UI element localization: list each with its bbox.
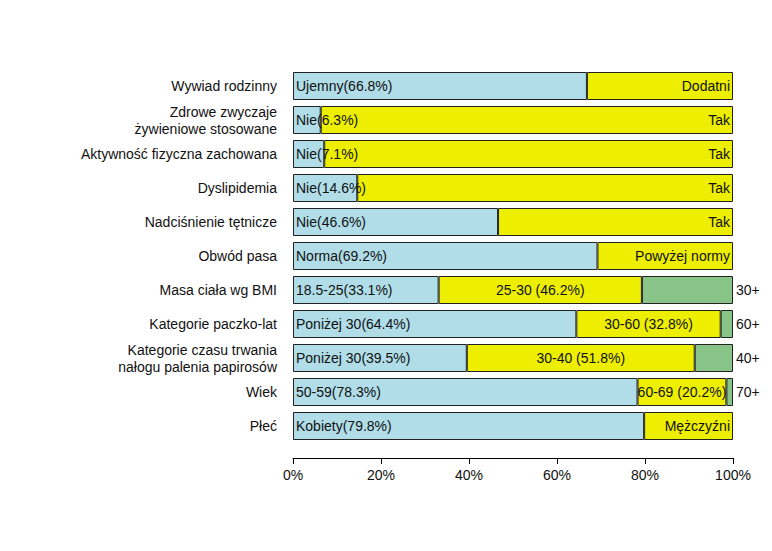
svg-text:Poniżej 30(39.5%): Poniżej 30(39.5%) xyxy=(296,350,410,366)
svg-text:Nie(46.6%): Nie(46.6%) xyxy=(296,214,366,230)
svg-text:Zdrowe zwyczaje: Zdrowe zwyczaje xyxy=(170,104,278,120)
svg-text:Poniżej 30(64.4%): Poniżej 30(64.4%) xyxy=(296,316,410,332)
svg-text:Obwód pasa: Obwód pasa xyxy=(198,248,277,264)
svg-text:Płeć: Płeć xyxy=(250,418,277,434)
svg-text:40%: 40% xyxy=(455,467,483,483)
svg-text:60-69 (20.2%): 60-69 (20.2%) xyxy=(638,384,727,400)
svg-text:18.5-25(33.1%): 18.5-25(33.1%) xyxy=(296,282,393,298)
svg-text:Powyżej normy: Powyżej normy xyxy=(635,248,730,264)
svg-text:Wiek: Wiek xyxy=(246,384,278,400)
svg-text:Mężczyźni: Mężczyźni xyxy=(665,418,730,434)
svg-text:25-30 (46.2%): 25-30 (46.2%) xyxy=(496,282,585,298)
svg-text:Tak: Tak xyxy=(708,180,731,196)
svg-text:0%: 0% xyxy=(283,467,303,483)
svg-text:Kategorie czasu trwania: Kategorie czasu trwania xyxy=(128,342,278,358)
svg-text:60+: 60+ xyxy=(736,316,760,332)
svg-text:40+: 40+ xyxy=(736,350,760,366)
svg-text:50-59(78.3%): 50-59(78.3%) xyxy=(296,384,381,400)
svg-text:Aktywność fizyczna zachowana: Aktywność fizyczna zachowana xyxy=(81,146,277,162)
svg-text:Norma(69.2%): Norma(69.2%) xyxy=(296,248,387,264)
svg-text:Nie(7.1%): Nie(7.1%) xyxy=(296,146,358,162)
svg-text:Tak: Tak xyxy=(708,146,731,162)
svg-text:100%: 100% xyxy=(715,467,751,483)
svg-text:30-40 (51.8%): 30-40 (51.8%) xyxy=(536,350,625,366)
svg-text:Dodatni: Dodatni xyxy=(682,78,730,94)
svg-text:nałogu palenia papirosów: nałogu palenia papirosów xyxy=(118,359,278,375)
svg-text:30-60 (32.8%): 30-60 (32.8%) xyxy=(604,316,693,332)
svg-text:Nie(6.3%): Nie(6.3%) xyxy=(296,112,358,128)
svg-text:20%: 20% xyxy=(367,467,395,483)
svg-text:Kobiety(79.8%): Kobiety(79.8%) xyxy=(296,418,392,434)
svg-text:żywieniowe stosowane: żywieniowe stosowane xyxy=(135,121,278,137)
svg-text:Tak: Tak xyxy=(708,112,731,128)
svg-text:80%: 80% xyxy=(631,467,659,483)
svg-text:Kategorie paczko-lat: Kategorie paczko-lat xyxy=(149,316,277,332)
svg-text:Tak: Tak xyxy=(708,214,731,230)
svg-text:Nie(14.6%): Nie(14.6%) xyxy=(296,180,366,196)
svg-text:60%: 60% xyxy=(543,467,571,483)
svg-text:Dyslipidemia: Dyslipidemia xyxy=(198,180,278,196)
svg-text:Masa ciała wg BMI: Masa ciała wg BMI xyxy=(160,282,277,298)
svg-text:70+: 70+ xyxy=(736,384,760,400)
svg-text:30+: 30+ xyxy=(736,282,760,298)
svg-text:Wywiad rodzinny: Wywiad rodzinny xyxy=(171,78,277,94)
svg-text:Nadciśnienie tętnicze: Nadciśnienie tętnicze xyxy=(145,214,278,230)
svg-text:Ujemny(66.8%): Ujemny(66.8%) xyxy=(296,78,392,94)
